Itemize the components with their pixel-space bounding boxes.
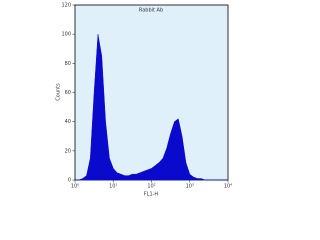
histogram-area <box>75 34 228 181</box>
page: {"chart_data": {"type": "area", "title":… <box>55 2 233 198</box>
y-tick-label: 100 <box>61 32 71 38</box>
x-axis-label: FL1-H <box>144 192 159 198</box>
y-tick-label: 120 <box>61 3 71 9</box>
x-tick-label: 10³ <box>186 184 194 190</box>
chart-title: Rabbit Ab <box>139 8 163 14</box>
x-tick-label: 10⁰ <box>71 184 79 190</box>
y-tick-label: 80 <box>65 61 71 67</box>
x-tick-label: 10⁴ <box>224 184 232 190</box>
y-tick-label: 60 <box>65 90 71 96</box>
x-tick-label: 10¹ <box>109 184 117 190</box>
y-tick-label: 0 <box>68 178 71 184</box>
y-axis-label: Counts <box>56 83 62 101</box>
y-tick-label: 40 <box>65 119 71 125</box>
chart: Rabbit Ab FL1-H Counts 10⁰ 10¹ 10² 10³ 10⁴ 0 2… <box>56 3 233 198</box>
y-tick-label: 20 <box>65 148 71 154</box>
x-tick-label: 10² <box>147 184 155 190</box>
